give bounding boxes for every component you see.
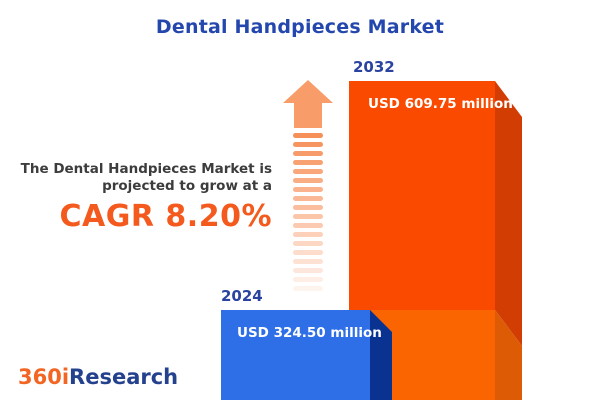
tagline-line2: projected to grow at a [102,178,272,194]
arrow-stripe [293,133,323,138]
arrow-stripe [293,223,323,228]
arrow-head-icon [283,80,333,103]
page-title: Dental Handpieces Market [155,16,445,38]
bar-2024-side [370,310,392,400]
arrow-stripe [293,187,323,192]
bar-value-2032: USD 609.75 million [368,96,513,112]
cagr-value: CAGR 8.20% [59,199,272,234]
arrow-stripe [293,160,323,165]
bar-2032-side-top [495,81,522,346]
arrow-stripe [293,241,323,246]
bar-label-2032: 2032 [353,58,395,76]
bar-value-2024: USD 324.50 million [237,325,382,341]
logo-part-360i: 360i [18,365,70,389]
arrow-stripe [293,178,323,183]
arrow-stripes [293,133,323,295]
bar-2024-front [221,310,370,400]
arrow-stripe [293,142,323,147]
arrow-stripe [293,250,323,255]
company-logo: 360iResearch [18,365,178,389]
growth-arrow-icon [283,80,333,292]
arrow-neck [294,103,322,128]
arrow-stripe [293,151,323,156]
arrow-stripe [293,259,323,264]
arrow-stripe [293,169,323,174]
tagline-line1: The Dental Handpieces Market is [20,161,272,177]
bar-2032-front-top [349,81,495,310]
tagline-block: The Dental Handpieces Market is projecte… [21,161,272,234]
bar-2032-side-bottom [495,310,522,400]
arrow-stripe [293,268,323,273]
logo-part-research: Research [69,365,179,389]
arrow-stripe [293,205,323,210]
arrow-stripe [293,214,323,219]
arrow-stripe [293,286,323,291]
arrow-stripe [293,232,323,237]
bar-label-2024: 2024 [221,287,263,305]
arrow-stripe [293,196,323,201]
arrow-stripe [293,277,323,282]
